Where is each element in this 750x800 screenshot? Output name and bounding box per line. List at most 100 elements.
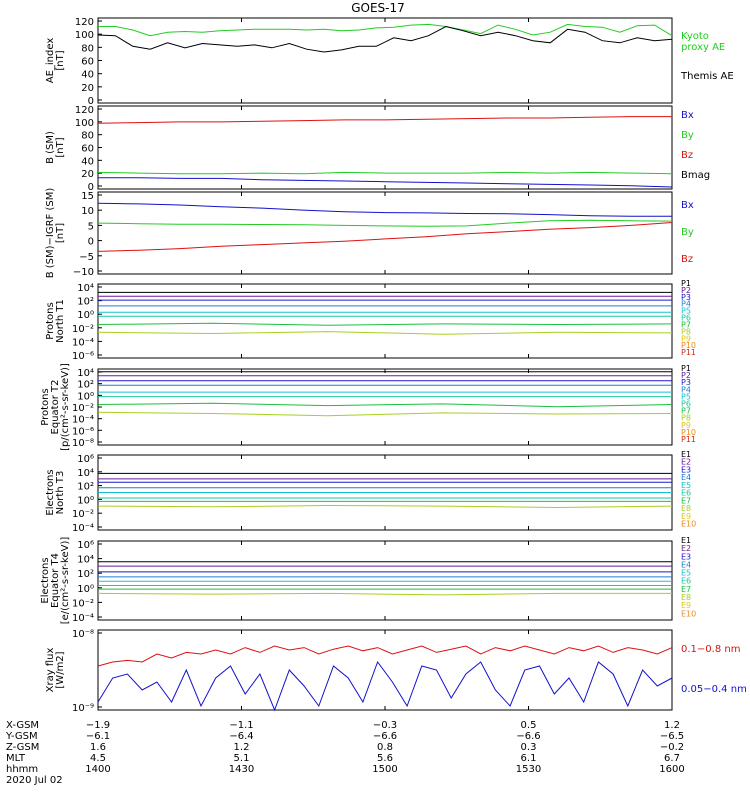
y-tick-label: 10⁻⁴: [72, 523, 94, 534]
y-tick-label: 10⁻⁴: [72, 415, 94, 426]
axis-value: 5.6: [377, 753, 393, 764]
y-tick-label: 20: [81, 169, 94, 180]
y-tick-label: 20: [81, 83, 94, 94]
legend-item: P9: [681, 421, 691, 430]
legend-item: P9: [681, 334, 691, 343]
y-tick-label: −5: [79, 252, 94, 263]
y-tick-label: 10⁻⁴: [72, 613, 94, 624]
axis-value: −6.5: [660, 731, 684, 742]
y-tick-label: 40: [81, 70, 94, 81]
series-line-By: [97, 219, 673, 227]
legend-item: E8: [681, 504, 691, 513]
row-label: MLT: [6, 753, 26, 764]
y-tick-label: 10⁶: [77, 454, 94, 465]
y-tick-label: 60: [81, 57, 94, 68]
legend-item: P5: [681, 307, 691, 316]
legend-item: E10: [681, 609, 696, 618]
legend-item: E3: [681, 465, 691, 474]
series-line-Bz: [97, 222, 673, 252]
axis-value: 6.7: [664, 753, 680, 764]
legend-item: P3: [681, 378, 691, 387]
series-line-P7: [97, 402, 673, 408]
axis-value: 1530: [516, 764, 541, 775]
legend-item: E5: [681, 481, 691, 490]
legend: 0.1−0.8 nm 0.05−0.4 nm: [681, 644, 747, 695]
series-line-P7: [97, 322, 673, 326]
axis-value: 0.8: [377, 742, 393, 753]
y-axis-label: B (SM)−IGRF (SM): [45, 188, 56, 279]
legend-item: E6: [681, 577, 691, 586]
legend-item: Bx: [681, 110, 694, 121]
legend-item: P6: [681, 314, 691, 323]
legend-item: E10: [681, 520, 696, 529]
y-tick-label: 10²: [77, 569, 94, 580]
y-tick-label: 0: [88, 182, 94, 193]
plot-frame: [97, 191, 673, 275]
row-label: X-GSM: [6, 720, 39, 731]
axis-value: 1.2: [234, 742, 250, 753]
axis-value: −0.2: [660, 742, 684, 753]
y-axis-label: North T3: [55, 471, 66, 515]
panel-8: 10⁻⁸ 10⁻⁹ Xray flux [W/m2] 0.1−0.8 nm 0.05−0.…: [45, 629, 747, 714]
legend-item: P2: [681, 286, 691, 295]
legend-item: E4: [681, 560, 691, 569]
legend-item: P4: [681, 385, 691, 394]
plot-frame: [97, 283, 673, 359]
legend-item: P11: [681, 348, 696, 357]
y-tick-label: 10: [81, 206, 94, 217]
series-line-By: [97, 171, 673, 175]
y-tick-label: 10⁻⁸: [72, 438, 94, 449]
panel-7: 10⁶ 10⁴ 10² 10⁰ 10⁻² 10⁻⁴ Electrons Equator T4[…: [40, 536, 696, 624]
y-tick-label: −10: [73, 267, 94, 278]
axis-value: 0.5: [521, 720, 537, 731]
chart-title: GOES-17: [351, 1, 405, 15]
legend: Bx By Bz Bmag: [681, 110, 710, 181]
panel-4: 10⁴ 10² 10⁰ 10⁻² 10⁻⁴ 10⁻⁶ Protons North T1 P1P2…: [45, 279, 696, 362]
y-axis-label: [p/(cm²-s-sr-keV)]: [60, 363, 71, 451]
legend-item: By: [681, 227, 694, 238]
legend-item: Bz: [681, 254, 693, 265]
axis-value: 1430: [229, 764, 254, 775]
axis-value: −6.1: [86, 731, 110, 742]
series-line-Themis-AE: [97, 25, 673, 53]
plot-frame: [97, 629, 673, 711]
legend-item: P8: [681, 414, 691, 423]
axis-value: −6.4: [229, 731, 253, 742]
y-axis-label: [nT]: [55, 50, 66, 70]
y-axis-label: Equator T4: [50, 553, 61, 608]
series-line-Bx: [97, 202, 672, 217]
axis-value: −6.6: [516, 731, 540, 742]
legend-item: P10: [681, 341, 696, 350]
y-tick-label: 10⁻²: [72, 403, 94, 414]
y-tick-label: 10⁻⁴: [72, 337, 94, 348]
y-tick-label: 0: [88, 237, 94, 248]
y-tick-label: 80: [81, 43, 94, 54]
legend-item: E9: [681, 601, 691, 610]
y-tick-label: 10⁻⁶: [72, 426, 94, 437]
y-tick-label: 10⁻⁶: [72, 351, 94, 362]
series-line-Bz: [97, 116, 672, 124]
axis-value: 1.6: [90, 742, 106, 753]
y-axis-label: AE_index: [45, 38, 56, 84]
y-axis-label: Protons: [45, 302, 56, 339]
legend-item: Bmag: [681, 170, 710, 181]
y-tick-label: 10⁴: [77, 555, 94, 566]
y-tick-label: 10⁰: [77, 584, 94, 595]
y-tick-label: 10²: [77, 297, 94, 308]
legend-item: E9: [681, 512, 691, 521]
legend-item: P8: [681, 327, 691, 336]
y-tick-label: 10⁻²: [72, 598, 94, 609]
series-line-E8: [97, 504, 673, 509]
y-axis-label: North T1: [55, 299, 66, 343]
legend-item: P3: [681, 293, 691, 302]
legend-item: Bz: [681, 150, 693, 161]
axis-value: −1.1: [229, 720, 253, 731]
